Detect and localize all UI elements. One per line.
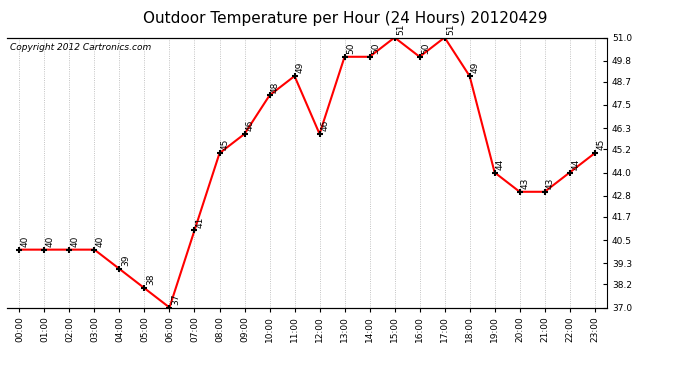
Text: 51: 51 bbox=[446, 23, 455, 35]
Text: 46: 46 bbox=[246, 120, 255, 131]
Text: Copyright 2012 Cartronics.com: Copyright 2012 Cartronics.com bbox=[10, 43, 151, 52]
Text: 43: 43 bbox=[546, 178, 555, 189]
Text: 40: 40 bbox=[46, 236, 55, 247]
Text: 44: 44 bbox=[571, 159, 580, 170]
Text: 50: 50 bbox=[421, 42, 430, 54]
Text: 43: 43 bbox=[521, 178, 530, 189]
Text: 45: 45 bbox=[596, 139, 605, 150]
Text: 50: 50 bbox=[346, 42, 355, 54]
Text: Outdoor Temperature per Hour (24 Hours) 20120429: Outdoor Temperature per Hour (24 Hours) … bbox=[143, 11, 547, 26]
Text: 46: 46 bbox=[321, 120, 330, 131]
Text: 48: 48 bbox=[271, 81, 280, 93]
Text: 40: 40 bbox=[21, 236, 30, 247]
Text: 49: 49 bbox=[471, 62, 480, 73]
Text: 44: 44 bbox=[496, 159, 505, 170]
Text: 45: 45 bbox=[221, 139, 230, 150]
Text: 39: 39 bbox=[121, 255, 130, 266]
Text: 38: 38 bbox=[146, 274, 155, 285]
Text: 40: 40 bbox=[96, 236, 105, 247]
Text: 50: 50 bbox=[371, 42, 380, 54]
Text: 51: 51 bbox=[396, 23, 405, 35]
Text: 41: 41 bbox=[196, 216, 205, 228]
Text: 40: 40 bbox=[71, 236, 80, 247]
Text: 49: 49 bbox=[296, 62, 305, 73]
Text: 37: 37 bbox=[171, 293, 180, 305]
